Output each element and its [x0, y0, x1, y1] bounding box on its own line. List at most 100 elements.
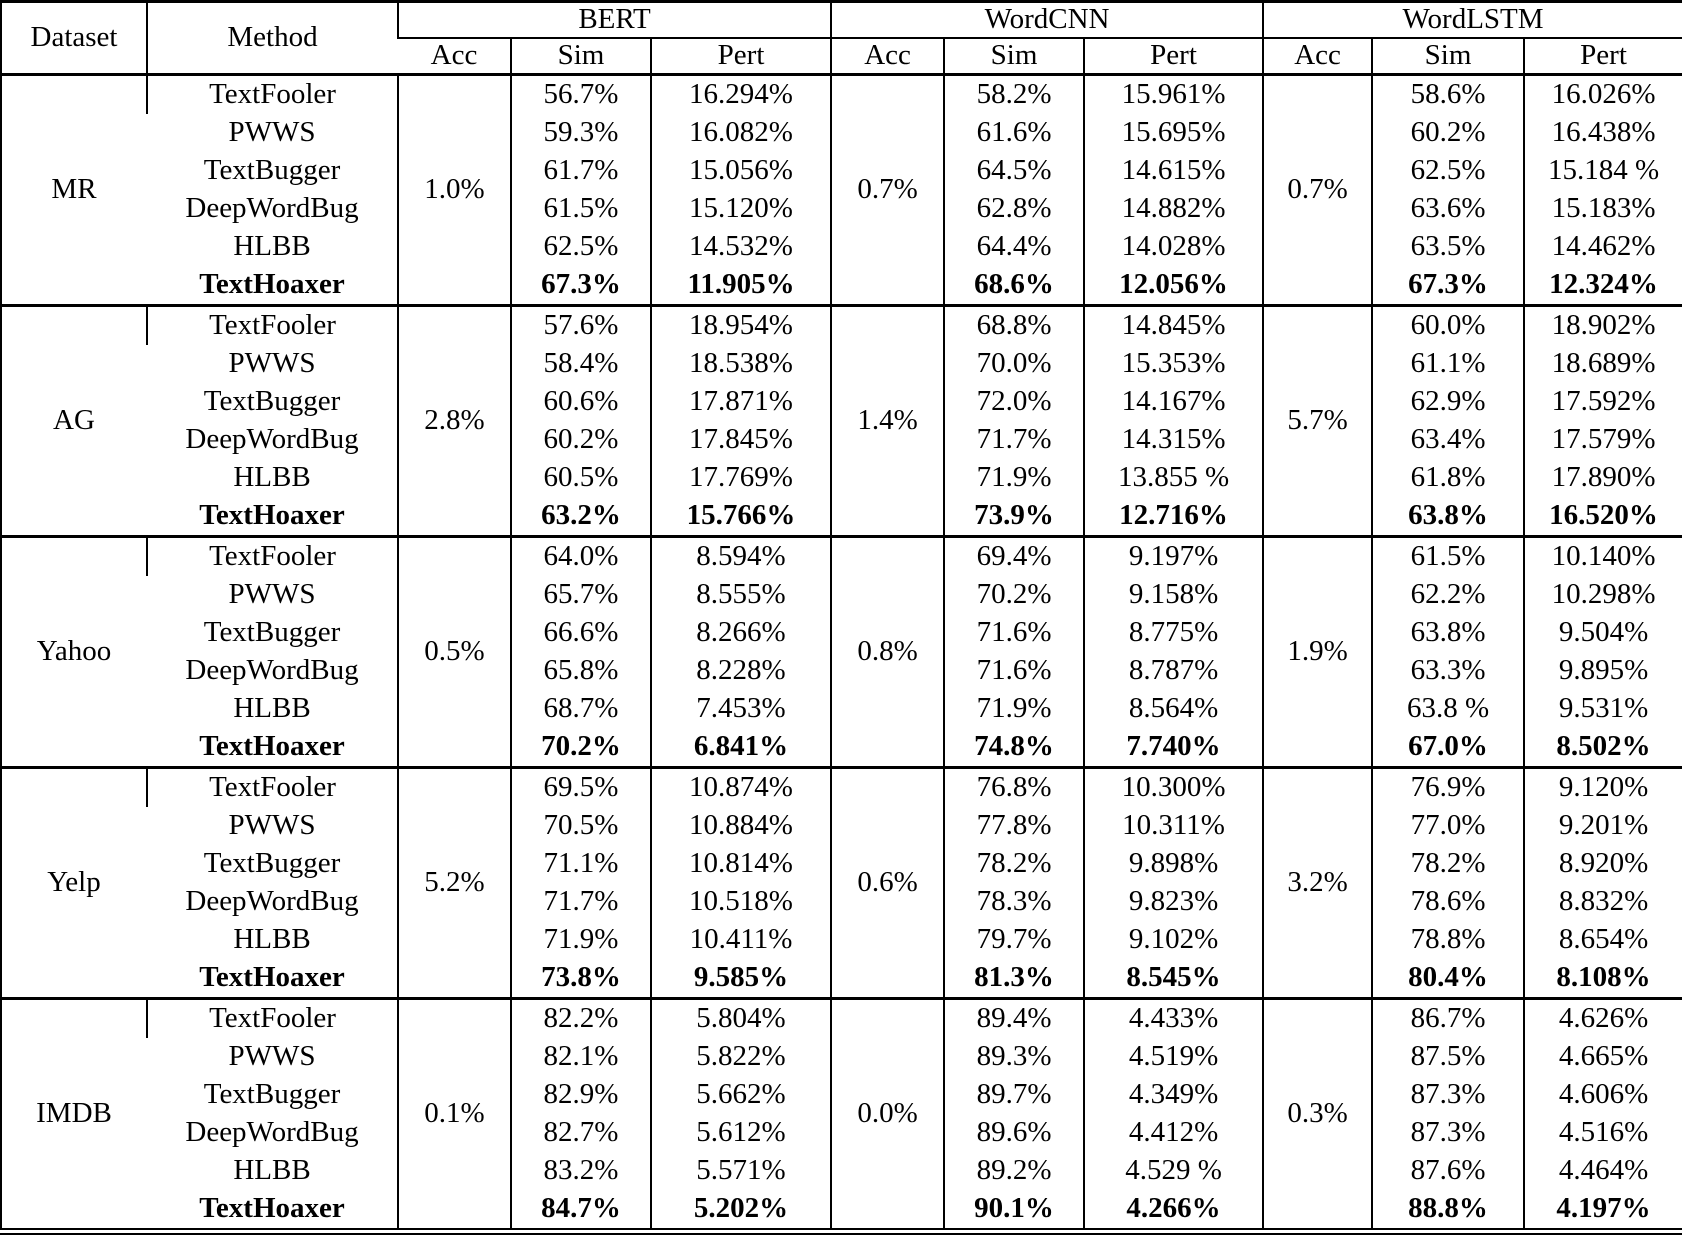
sim-cell: 67.0%	[1371, 728, 1525, 768]
pert-cell: 8.775%	[1083, 614, 1264, 652]
pert-cell: 10.814%	[649, 845, 832, 883]
header-group-wordcnn: WordCNN	[830, 1, 1264, 38]
pert-cell: 13.855 %	[1083, 459, 1264, 497]
header-bert-pert: Pert	[649, 37, 832, 75]
pert-cell: 17.769%	[649, 459, 832, 497]
pert-cell: 17.890%	[1523, 459, 1682, 497]
table-row: TextHoaxer 84.7% 5.202% 90.1% 4.266% 88.8% 4.1…	[1, 1190, 1682, 1232]
sim-cell: 63.8 %	[1371, 690, 1525, 728]
acc-cell: 0.1%	[397, 997, 511, 1232]
sim-cell: 89.4%	[943, 997, 1085, 1038]
table-row: TextBugger 61.7% 15.056% 64.5% 14.615% 62.5% 1…	[1, 152, 1682, 190]
acc-cell: 0.5%	[397, 535, 511, 768]
table-row: TextBugger 82.9% 5.662% 89.7% 4.349% 87.3% 4.6…	[1, 1076, 1682, 1114]
sim-cell: 86.7%	[1371, 997, 1525, 1038]
sim-cell: 90.1%	[943, 1190, 1085, 1232]
table-row: PWWS 59.3% 16.082% 61.6% 15.695% 60.2% 16.438%	[1, 114, 1682, 152]
sim-cell: 82.9%	[510, 1076, 651, 1114]
sim-cell: 60.6%	[510, 383, 651, 421]
sim-cell: 61.5%	[510, 190, 651, 228]
method-cell: TextBugger	[203, 616, 341, 649]
sim-cell: 78.2%	[1371, 845, 1525, 883]
pert-cell: 9.197%	[1083, 535, 1264, 576]
sim-cell: 71.9%	[943, 459, 1085, 497]
table-row: PWWS 65.7% 8.555% 70.2% 9.158% 62.2% 10.298%	[1, 576, 1682, 614]
sim-cell: 70.2%	[510, 728, 651, 768]
sim-cell: 63.6%	[1371, 190, 1525, 228]
table-row: DeepWordBug 71.7% 10.518% 78.3% 9.823% 78.6% 8…	[1, 883, 1682, 921]
pert-cell: 18.902%	[1523, 304, 1682, 345]
pert-cell: 16.520%	[1523, 497, 1682, 537]
pert-cell: 8.228%	[649, 652, 832, 690]
table-row: HLBB 83.2% 5.571% 89.2% 4.529 % 87.6% 4.464%	[1, 1152, 1682, 1190]
method-cell: PWWS	[228, 809, 316, 842]
table-row: DeepWordBug 82.7% 5.612% 89.6% 4.412% 87.3% 4.…	[1, 1114, 1682, 1152]
table-row: DeepWordBug 61.5% 15.120% 62.8% 14.882% 63.6%…	[1, 190, 1682, 228]
pert-cell: 12.716%	[1083, 497, 1264, 537]
method-cell: TextFooler	[146, 535, 398, 576]
pert-cell: 18.538%	[649, 345, 832, 383]
sim-cell: 69.4%	[943, 535, 1085, 576]
pert-cell: 12.324%	[1523, 266, 1682, 306]
sim-cell: 81.3%	[943, 959, 1085, 999]
acc-cell: 0.6%	[830, 766, 945, 999]
sim-cell: 61.8%	[1371, 459, 1525, 497]
method-cell: TextBugger	[203, 1078, 341, 1111]
pert-cell: 9.102%	[1083, 921, 1264, 959]
dataset-cell: MR	[1, 73, 147, 306]
pert-cell: 9.895%	[1523, 652, 1682, 690]
table-row: MR TextFooler 1.0% 56.7% 16.294% 0.7% 58.2% 15.…	[1, 73, 1682, 306]
sim-cell: 61.1%	[1371, 345, 1525, 383]
table-row: Yelp TextFooler 5.2% 69.5% 10.874% 0.6% 76.8% 1…	[1, 766, 1682, 999]
pert-cell: 14.532%	[649, 228, 832, 266]
sim-cell: 65.8%	[510, 652, 651, 690]
table-row: TextBugger 60.6% 17.871% 72.0% 14.167% 62.9% 1…	[1, 383, 1682, 421]
table-row: TextBugger 66.6% 8.266% 71.6% 8.775% 63.8% 9.5…	[1, 614, 1682, 652]
acc-cell: 1.4%	[830, 304, 945, 537]
method-cell: TextFooler	[146, 997, 398, 1038]
sim-cell: 71.7%	[943, 421, 1085, 459]
sim-cell: 88.8%	[1371, 1190, 1525, 1232]
table-header: Dataset Method BERT WordCNN WordLSTM Acc…	[1, 1, 1682, 75]
pert-cell: 14.028%	[1083, 228, 1264, 266]
sim-cell: 70.5%	[510, 807, 651, 845]
header-method: Method	[146, 1, 398, 75]
sim-cell: 69.5%	[510, 766, 651, 807]
sim-cell: 70.2%	[943, 576, 1085, 614]
pert-cell: 6.841%	[649, 728, 832, 768]
pert-cell: 17.579%	[1523, 421, 1682, 459]
sim-cell: 68.7%	[510, 690, 651, 728]
pert-cell: 8.545%	[1083, 959, 1264, 999]
method-cell: TextBugger	[203, 847, 341, 880]
sim-cell: 89.7%	[943, 1076, 1085, 1114]
pert-cell: 5.822%	[649, 1038, 832, 1076]
pert-cell: 16.026%	[1523, 73, 1682, 114]
table-row: HLBB 68.7% 7.453% 71.9% 8.564% 63.8 % 9.531%	[1, 690, 1682, 728]
table-row: AG TextFooler 2.8% 57.6% 18.954% 1.4% 68.8% 14.…	[1, 304, 1682, 537]
sim-cell: 62.5%	[1371, 152, 1525, 190]
sim-cell: 56.7%	[510, 73, 651, 114]
sim-cell: 66.6%	[510, 614, 651, 652]
method-cell: PWWS	[228, 116, 316, 149]
sim-cell: 63.3%	[1371, 652, 1525, 690]
table-row: DeepWordBug 60.2% 17.845% 71.7% 14.315% 63.4%…	[1, 421, 1682, 459]
table-body: MR TextFooler 1.0% 56.7% 16.294% 0.7% 58.2% 15.…	[1, 73, 1682, 1232]
pert-cell: 18.954%	[649, 304, 832, 345]
table-row: HLBB 60.5% 17.769% 71.9% 13.855 % 61.8% 17.890…	[1, 459, 1682, 497]
method-cell: TextFooler	[146, 73, 398, 114]
method-cell: DeepWordBug	[185, 885, 359, 918]
pert-cell: 10.884%	[649, 807, 832, 845]
sim-cell: 63.8%	[1371, 614, 1525, 652]
sim-cell: 76.9%	[1371, 766, 1525, 807]
method-cell: TextBugger	[203, 385, 341, 418]
acc-cell: 5.7%	[1262, 304, 1373, 537]
pert-cell: 8.564%	[1083, 690, 1264, 728]
sim-cell: 78.2%	[943, 845, 1085, 883]
sim-cell: 87.3%	[1371, 1114, 1525, 1152]
sim-cell: 61.5%	[1371, 535, 1525, 576]
pert-cell: 17.871%	[649, 383, 832, 421]
method-cell: TextHoaxer	[199, 499, 345, 532]
sim-cell: 78.8%	[1371, 921, 1525, 959]
pert-cell: 4.626%	[1523, 997, 1682, 1038]
pert-cell: 7.740%	[1083, 728, 1264, 768]
